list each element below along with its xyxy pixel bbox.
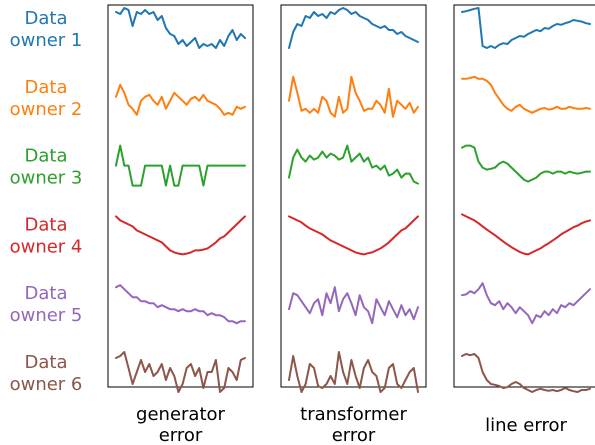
series-line (461, 282, 591, 325)
row-label-line1: Data (25, 77, 68, 98)
panel-title: transformer (300, 404, 407, 425)
panel-title: error (159, 425, 203, 445)
row-label-line1: Data (25, 283, 68, 304)
panel-title: line error (485, 415, 567, 436)
panel-frame (280, 4, 427, 388)
series-line (461, 213, 591, 256)
series-line (461, 353, 591, 393)
panel-frame (107, 4, 254, 388)
row-label-line2: owner 1 (10, 30, 83, 51)
series-line (115, 83, 246, 116)
series-line (288, 75, 419, 118)
row-label-line2: owner 6 (10, 374, 83, 395)
series-line (288, 286, 419, 325)
series-line (461, 144, 591, 183)
series-line (288, 351, 419, 393)
series-line (288, 215, 419, 256)
series-line (115, 215, 246, 256)
series-line (288, 144, 419, 185)
row-label-line1: Data (25, 214, 68, 235)
series-line (115, 351, 246, 393)
panel: line error (453, 4, 595, 436)
panel-frame (453, 4, 595, 388)
series-line (115, 284, 246, 325)
row-label-line1: Data (25, 146, 68, 167)
row-label-line2: owner 3 (10, 168, 83, 189)
series-line (115, 144, 246, 187)
row-label-line2: owner 4 (10, 236, 83, 257)
series-line (115, 7, 246, 49)
row-label-line1: Data (25, 352, 68, 373)
panel-title: error (332, 425, 376, 445)
row-label-line1: Data (25, 8, 68, 29)
series-line (288, 7, 419, 49)
panel-title: generator (136, 404, 225, 425)
row-label-line2: owner 2 (10, 99, 83, 120)
series-line (461, 7, 591, 49)
row-label-line2: owner 5 (10, 305, 83, 326)
series-line (461, 75, 591, 114)
